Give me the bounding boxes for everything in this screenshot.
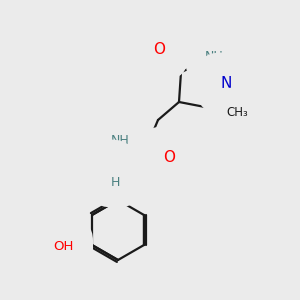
Text: H: H bbox=[110, 176, 120, 188]
Text: N: N bbox=[220, 76, 232, 91]
Text: O: O bbox=[163, 149, 175, 164]
Text: N: N bbox=[100, 163, 112, 178]
Text: NH: NH bbox=[205, 50, 224, 64]
Text: O: O bbox=[153, 41, 165, 56]
Text: NH: NH bbox=[111, 134, 129, 148]
Text: OH: OH bbox=[53, 241, 73, 254]
Text: CH₃: CH₃ bbox=[226, 106, 248, 118]
